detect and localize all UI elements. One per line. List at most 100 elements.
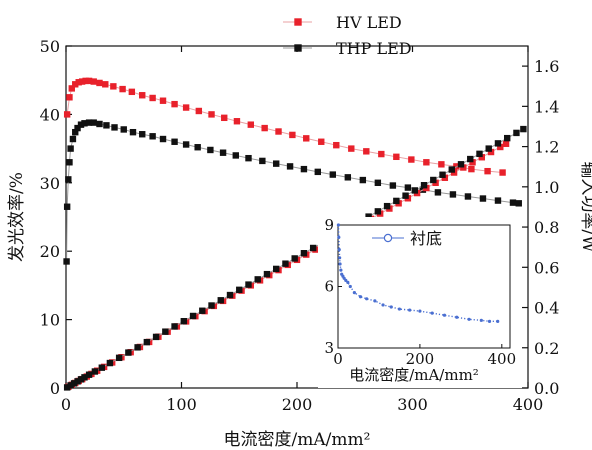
data-point — [408, 156, 415, 163]
data-point — [66, 159, 73, 166]
inset-data-point — [467, 317, 471, 321]
data-point — [485, 145, 492, 152]
data-point — [72, 81, 79, 88]
data-point — [67, 145, 74, 152]
data-point — [63, 258, 70, 265]
x-tick-label: 400 — [513, 395, 544, 414]
data-point — [254, 276, 261, 283]
data-point — [74, 378, 81, 385]
legend-label: HV LED — [336, 13, 402, 32]
data-point — [129, 128, 137, 136]
data-point — [389, 182, 397, 189]
data-point — [300, 165, 308, 173]
data-point — [273, 160, 280, 167]
data-point — [478, 154, 485, 161]
y-tick-label: 20 — [40, 242, 60, 261]
data-point — [261, 124, 268, 132]
data-point — [70, 380, 78, 387]
data-point — [363, 148, 370, 155]
data-point — [149, 94, 156, 102]
inset-data-point — [352, 291, 356, 295]
data-point — [120, 126, 127, 133]
inset-data-point — [358, 295, 363, 299]
data-point — [65, 176, 72, 183]
data-point — [68, 85, 75, 92]
data-point — [289, 131, 296, 139]
legend-marker — [294, 18, 302, 26]
inset-data-point — [337, 248, 341, 252]
x-tick-label: 300 — [397, 395, 428, 414]
y2-tick-label: 1.6 — [534, 57, 559, 76]
inset-data-point — [373, 299, 377, 303]
data-point — [383, 202, 391, 210]
data-point — [226, 291, 234, 299]
inset-y-tick-label: 6 — [324, 278, 334, 296]
data-point — [402, 192, 409, 199]
data-point — [115, 354, 123, 362]
data-point — [448, 166, 455, 173]
data-point — [378, 150, 385, 158]
y-tick-label: 0 — [50, 379, 60, 398]
data-point — [300, 250, 308, 257]
inset-data-point — [418, 309, 422, 313]
data-point — [195, 107, 203, 115]
data-point — [85, 77, 93, 85]
data-point — [487, 148, 495, 156]
inset-x-tick-label: 0 — [333, 350, 343, 368]
inset-legend-marker — [383, 233, 393, 243]
data-point — [69, 135, 77, 143]
data-point — [72, 128, 79, 136]
inset-data-point — [397, 307, 402, 311]
inset-data-point — [430, 311, 434, 315]
x-tick-label: 200 — [282, 395, 313, 414]
data-point — [63, 384, 71, 391]
data-point — [171, 323, 178, 330]
data-point — [217, 297, 224, 304]
data-point — [219, 149, 227, 156]
data-point — [509, 199, 517, 206]
data-point — [208, 111, 215, 118]
data-point — [515, 200, 522, 207]
legend-marker — [294, 44, 302, 52]
data-point — [134, 344, 141, 351]
data-point — [207, 146, 214, 154]
y2-tick-label: 0.0 — [534, 379, 559, 398]
data-point — [393, 197, 400, 205]
data-point — [63, 203, 71, 210]
data-point — [159, 97, 167, 104]
y2-axis-label: 输入功率/W — [578, 161, 592, 253]
data-point — [504, 134, 511, 142]
inset-data-point — [442, 313, 447, 317]
data-point — [96, 79, 103, 87]
data-point — [128, 88, 136, 96]
inset-data-point — [337, 235, 341, 239]
data-point — [282, 260, 289, 267]
data-point — [208, 302, 215, 309]
inset-legend-label: 衬底 — [410, 229, 442, 248]
data-point — [90, 119, 97, 126]
data-point — [245, 281, 252, 288]
y-axis-label: 发光效率/% — [7, 172, 27, 262]
data-point — [275, 128, 282, 135]
data-point — [106, 359, 114, 367]
data-point — [286, 163, 294, 170]
inset-x-axis-label: 电流密度/mA/mm² — [349, 366, 479, 384]
data-point — [423, 159, 430, 166]
data-point — [468, 165, 475, 173]
data-point — [333, 141, 340, 149]
data-point — [96, 120, 103, 128]
data-point — [162, 328, 169, 335]
data-point — [90, 78, 97, 85]
data-point — [438, 161, 445, 168]
data-point — [159, 135, 167, 143]
data-point — [66, 94, 73, 101]
data-point — [309, 244, 317, 252]
data-point — [245, 154, 252, 162]
data-point — [139, 92, 146, 99]
inset-data-point — [338, 262, 342, 266]
inset-data-point — [339, 268, 343, 272]
inset-x-tick-label: 400 — [487, 350, 516, 368]
inset-data-point — [487, 319, 492, 323]
data-point — [404, 184, 412, 191]
